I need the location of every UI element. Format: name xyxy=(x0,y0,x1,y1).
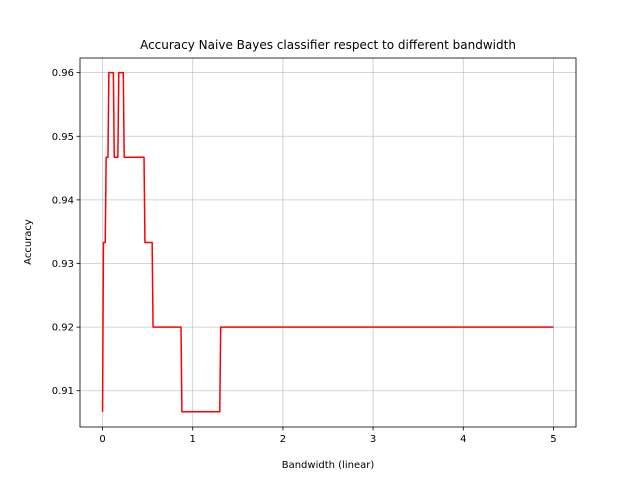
y-tick-label: 0.95 xyxy=(52,132,74,143)
x-tick-label: 2 xyxy=(280,434,286,445)
y-tick-label: 0.91 xyxy=(52,386,74,397)
ticks: 0 1 2 3 4 5 0.91 0.92 0.93 0.94 0.95 0.96 xyxy=(52,68,557,445)
y-tick-label: 0.96 xyxy=(52,68,74,79)
plot-frame xyxy=(79,57,577,428)
y-tick-label: 0.92 xyxy=(52,323,74,334)
accuracy-line xyxy=(101,71,554,413)
x-tick-label: 5 xyxy=(550,434,556,445)
x-tick-label: 3 xyxy=(370,434,376,445)
chart-title: Accuracy Naive Bayes classifier respect … xyxy=(140,38,516,52)
x-tick-label: 1 xyxy=(190,434,196,445)
x-tick-label: 4 xyxy=(460,434,466,445)
x-axis-label: Bandwidth (linear) xyxy=(282,460,375,471)
x-tick-label: 0 xyxy=(99,434,105,445)
y-tick-label: 0.93 xyxy=(52,259,74,270)
y-tick-label: 0.94 xyxy=(52,195,74,206)
series-layer xyxy=(101,71,554,413)
grid xyxy=(80,58,576,427)
y-axis-label: Accuracy xyxy=(23,219,34,265)
